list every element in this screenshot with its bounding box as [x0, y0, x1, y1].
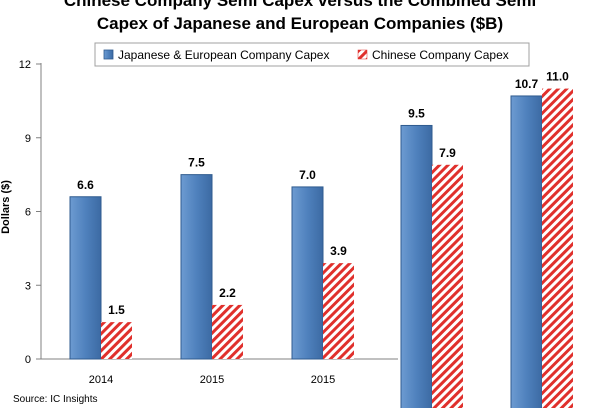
legend-label-japanese-european: Japanese & European Company Capex [118, 48, 329, 62]
data-label: 7.0 [299, 168, 316, 182]
data-label: 3.9 [330, 244, 347, 258]
y-axis-title: Dollars ($) [0, 180, 12, 234]
data-label: 6.6 [77, 178, 94, 192]
x-tick-label: 2015 [311, 374, 335, 386]
bar-japanese-european [69, 196, 102, 360]
bars: 6.6 1.5 7.5 2.2 7.0 3.9 9.5 7.9 10.7 11.0 [69, 70, 573, 408]
legend-swatch-japanese-european [103, 49, 114, 60]
bar-chinese [101, 322, 132, 359]
data-label: 2.2 [219, 286, 236, 300]
legend-swatch-chinese [357, 49, 368, 60]
y-tick-label: 0 [25, 354, 31, 366]
bar-chinese [323, 263, 354, 359]
bar-japanese-european [291, 186, 324, 360]
data-label: 1.5 [108, 303, 125, 317]
x-labels: 2014 2015 2015 [89, 374, 335, 386]
data-label: 7.9 [439, 146, 456, 160]
y-tick-label: 6 [25, 207, 31, 219]
data-label: 10.7 [515, 77, 539, 91]
bar-chinese [212, 304, 243, 359]
x-tick-label: 2015 [200, 374, 224, 386]
y-tick-label: 9 [25, 133, 31, 145]
source-note: Source: IC Insights [13, 394, 97, 405]
chart-title-line-2: Capex of Japanese and European Companies… [97, 14, 503, 33]
y-ticks: 0 3 6 9 12 [19, 59, 41, 366]
legend: Japanese & European Company Capex Chines… [94, 42, 530, 67]
legend-label-chinese: Chinese Company Capex [372, 48, 509, 62]
bar-japanese-european [400, 124, 433, 408]
y-tick-label: 12 [19, 59, 31, 71]
bar-japanese-european [180, 174, 213, 360]
bar-japanese-european [510, 95, 543, 408]
x-tick-label: 2014 [89, 374, 113, 386]
data-label: 11.0 [546, 70, 569, 84]
bar-chinese [432, 164, 463, 408]
data-label: 9.5 [408, 106, 425, 120]
bar-chinese [542, 88, 573, 408]
chart-title-line-1: Chinese Company Semi Capex versus the Co… [64, 0, 536, 10]
data-label: 7.5 [188, 156, 205, 170]
y-tick-label: 3 [25, 280, 31, 292]
